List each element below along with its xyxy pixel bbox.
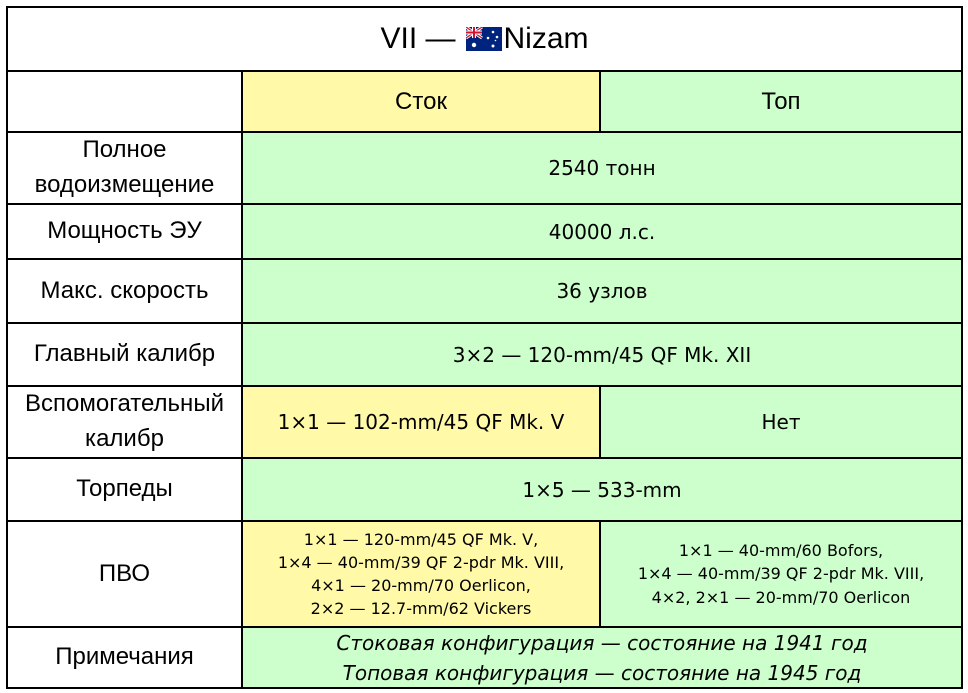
row-value-displacement: 2540 тонн [243,133,961,205]
row-value-speed: 36 узлов [243,260,961,324]
aa-top-line: 4×2, 2×1 — 20-mm/70 Oerlicon [651,587,911,607]
secondary-label: Вспомогательный калибр [25,390,224,452]
notes-line: Стоковая конфигурация — состояние на 194… [336,630,868,655]
row-top-secondary: Нет [601,387,961,459]
row-label-main-battery: Главный калибр [8,324,243,387]
row-label-aa: ПВО [8,522,243,628]
speed-value: 36 узлов [556,279,648,303]
speed-label: Макс. скорость [40,276,209,304]
torpedoes-value: 1×5 — 533-mm [522,477,682,502]
row-label-secondary: Вспомогательный калибр [8,387,243,459]
header-stock-label: Сток [395,87,447,115]
aa-top-line: 1×1 — 40-mm/60 Bofors, [678,541,884,561]
notes-label: Примечания [55,643,194,671]
row-value-notes: Стоковая конфигурация — состояние на 194… [243,628,961,687]
row-label-power: Мощность ЭУ [8,205,243,260]
notes-line: Топовая конфигурация — состояние на 1945… [342,660,862,685]
aa-top-line: 1×4 — 40-mm/39 QF 2-pdr Mk. VIII, [637,564,925,584]
aa-label: ПВО [98,559,151,587]
main-battery-label: Главный калибр [33,340,216,368]
aa-stock-line: 4×1 — 20-mm/70 Oerlicon, [311,576,531,595]
row-stock-aa: 1×1 — 120-mm/45 QF Mk. V, 1×4 — 40-mm/39… [243,522,601,628]
row-label-displacement: Полное водоизмещение [8,133,243,205]
header-empty-cell [8,72,243,133]
title-dash: — [425,22,456,55]
displacement-value: 2540 тонн [548,156,656,180]
header-stock: Сток [243,72,601,133]
secondary-stock-value: 1×1 — 102-mm/45 QF Mk. V [277,410,565,434]
row-label-speed: Макс. скорость [8,260,243,324]
row-stock-secondary: 1×1 — 102-mm/45 QF Mk. V [243,387,601,459]
power-value: 40000 л.с. [548,219,656,244]
row-label-torpedoes: Торпеды [8,459,243,522]
power-label: Мощность ЭУ [47,217,202,245]
header-top: Топ [601,72,961,133]
row-label-notes: Примечания [8,628,243,687]
ship-name: Nizam [503,22,589,55]
torpedoes-label: Торпеды [76,475,173,503]
row-value-power: 40000 л.с. [243,205,961,260]
displacement-label: Полное водоизмещение [34,136,215,198]
tier-label: VII [380,22,418,55]
aa-stock-line: 2×2 — 12.7-mm/62 Vickers [310,599,532,619]
table-title: VII — Nizam [8,8,961,72]
aa-stock-line: 1×1 — 120-mm/45 QF Mk. V, [303,529,539,549]
ship-stats-table: VII — Nizam Сток Топ Полное водоизмещени… [6,6,963,689]
aa-stock-line: 1×4 — 40-mm/39 QF 2-pdr Mk. VIII, [277,552,565,572]
main-battery-value: 3×2 — 120-mm/45 QF Mk. XII [452,342,752,367]
header-top-label: Топ [761,87,801,115]
australia-flag-icon [465,27,502,51]
row-top-aa: 1×1 — 40-mm/60 Bofors, 1×4 — 40-mm/39 QF… [601,522,961,628]
row-value-torpedoes: 1×5 — 533-mm [243,459,961,522]
secondary-top-value: Нет [761,410,801,434]
row-value-main-battery: 3×2 — 120-mm/45 QF Mk. XII [243,324,961,387]
